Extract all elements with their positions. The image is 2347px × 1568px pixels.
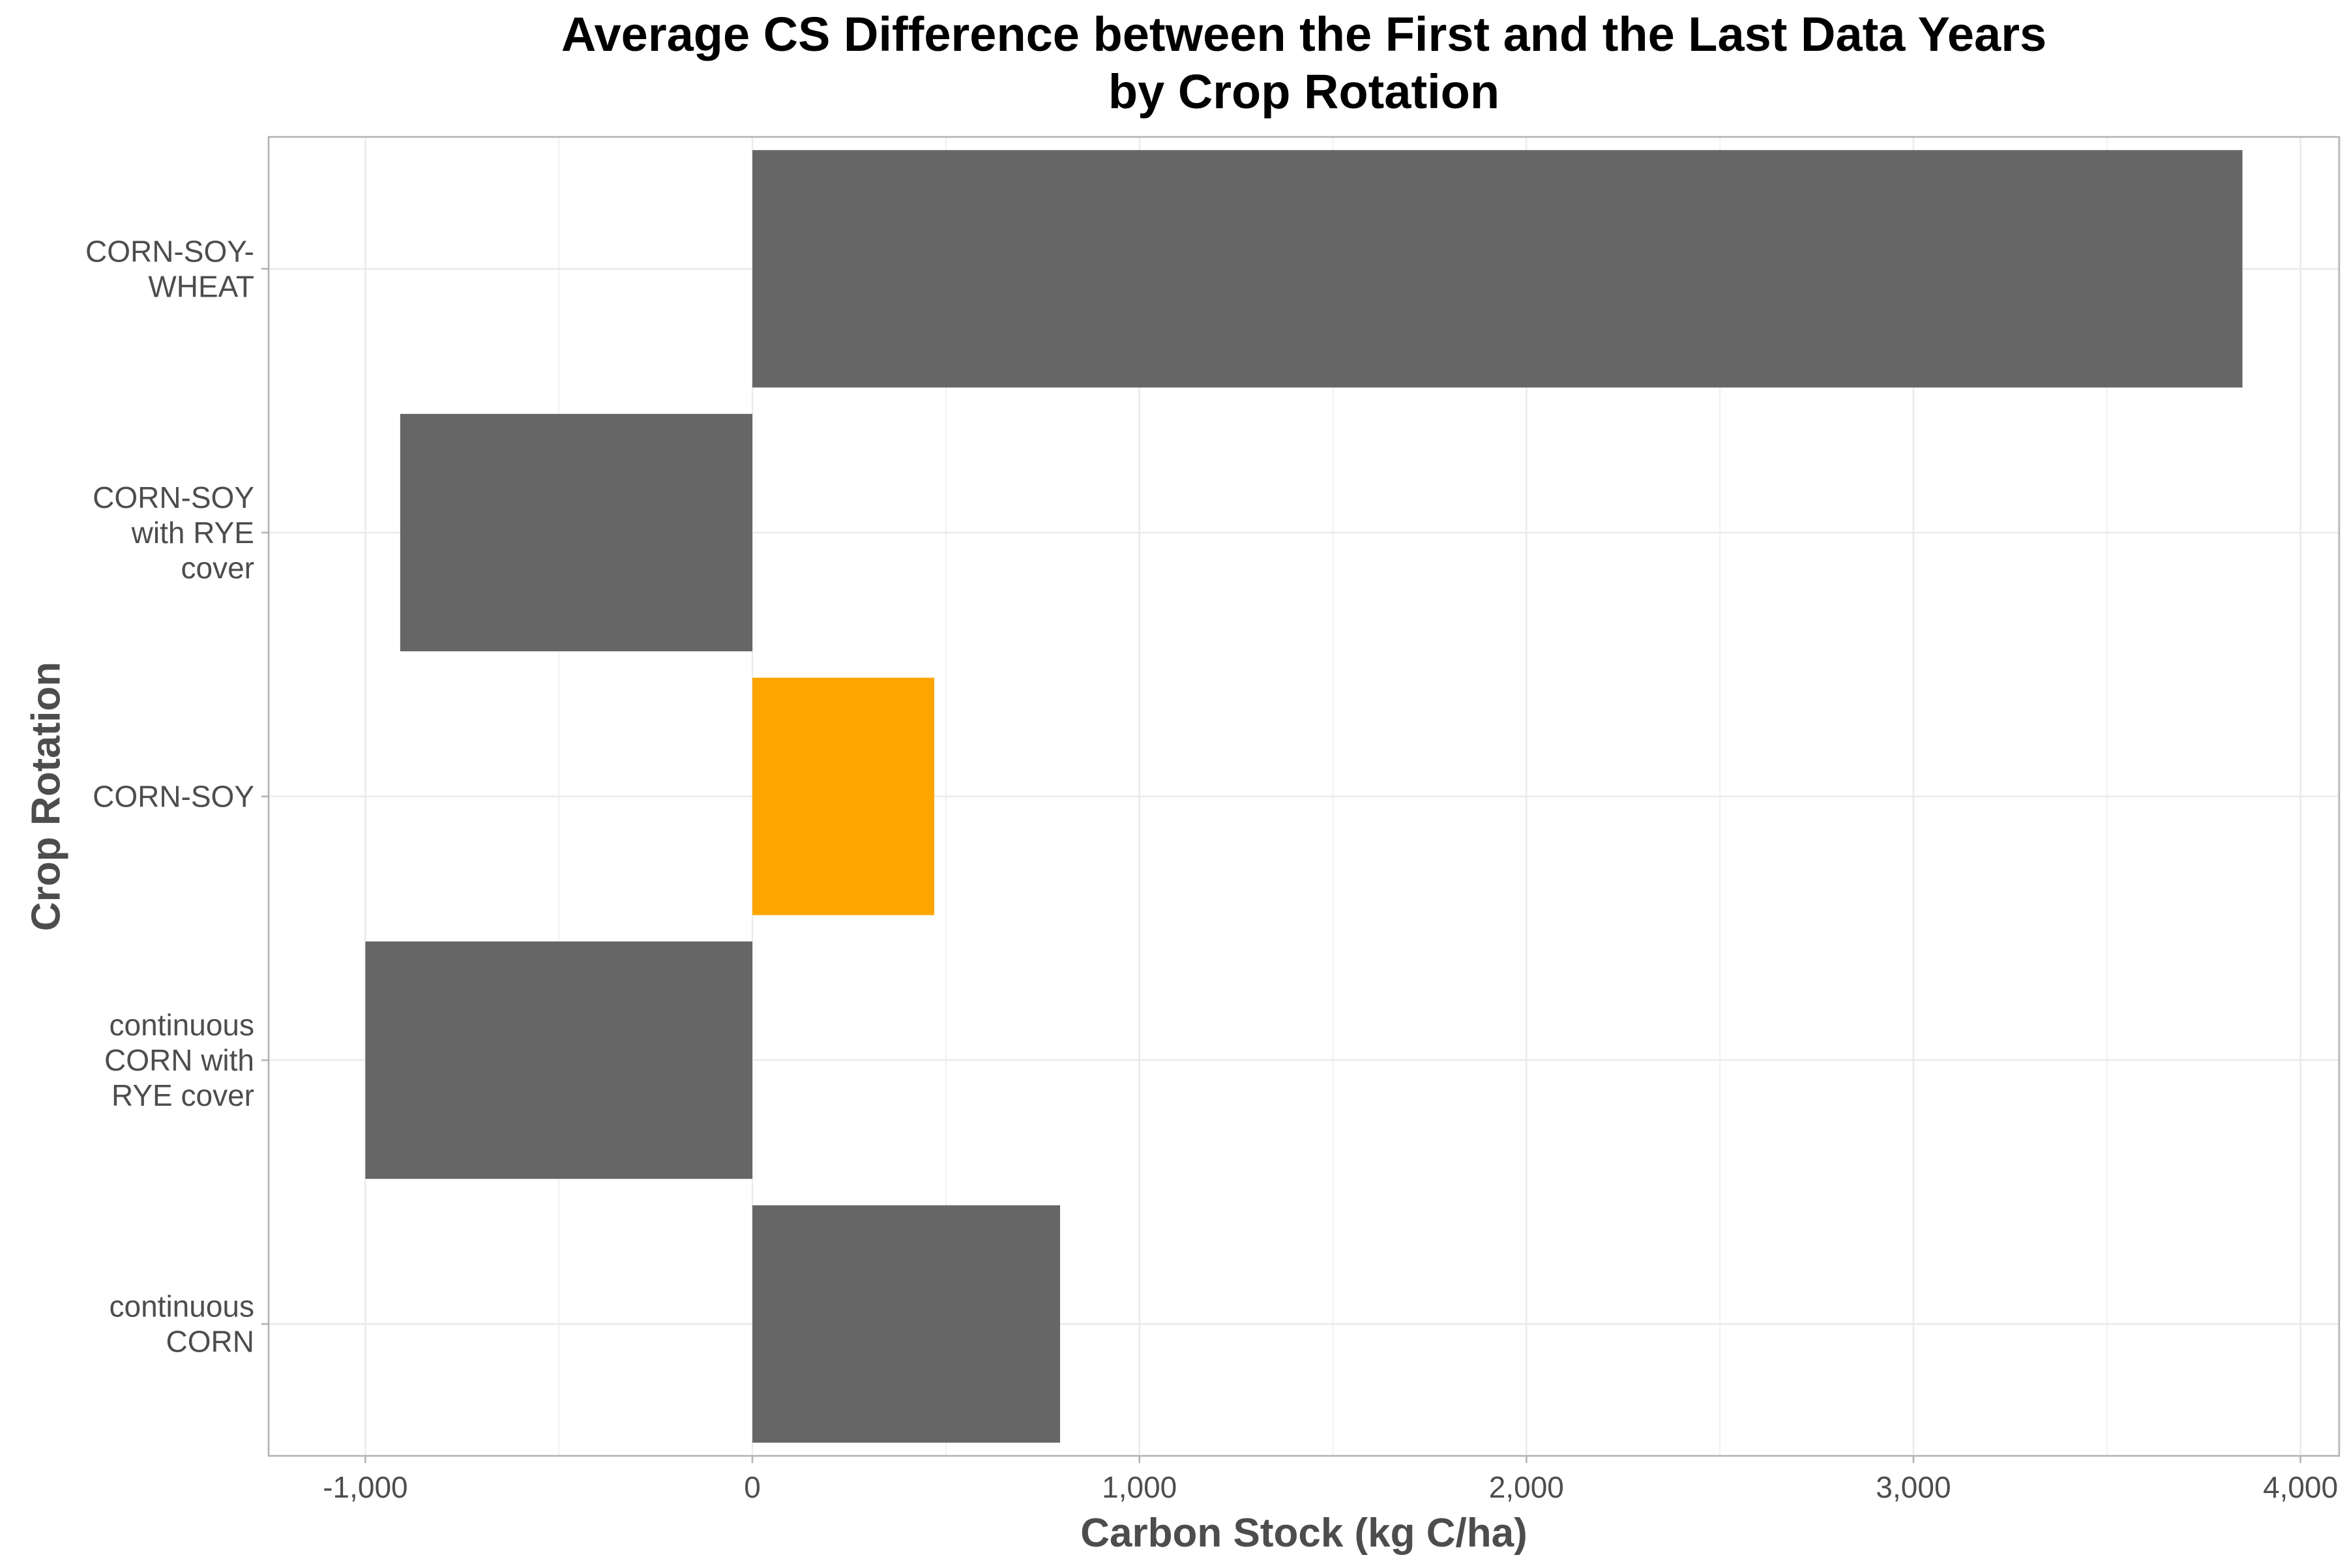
x-tick-label: 3,000 bbox=[1876, 1470, 1951, 1504]
y-tick-label: RYE cover bbox=[111, 1078, 254, 1112]
y-tick-label: continuous bbox=[110, 1290, 255, 1324]
y-axis-title: Crop Rotation bbox=[24, 662, 69, 931]
grid-lines bbox=[269, 137, 2339, 1456]
y-tick-label: with RYE bbox=[131, 516, 254, 550]
y-tick-label: CORN-SOY- bbox=[85, 234, 254, 268]
x-axis-title: Carbon Stock (kg C/ha) bbox=[1080, 1511, 1528, 1556]
y-tick-label: continuous bbox=[110, 1008, 255, 1042]
bar bbox=[752, 1205, 1061, 1443]
bar bbox=[365, 941, 753, 1179]
y-tick-label: CORN bbox=[166, 1325, 254, 1359]
chart-title-line: Average CS Difference between the First … bbox=[561, 7, 2046, 61]
bar bbox=[752, 150, 2243, 388]
x-axis: -1,000 0 1,000 2,000 3,000 4,000 bbox=[323, 1456, 2338, 1504]
x-tick-label: 1,000 bbox=[1102, 1470, 1177, 1504]
x-tick-label: 4,000 bbox=[2263, 1470, 2338, 1504]
y-tick-label: CORN-SOY bbox=[93, 780, 254, 814]
y-tick-label: cover bbox=[181, 551, 254, 585]
bar bbox=[752, 677, 935, 915]
bar bbox=[400, 413, 753, 651]
x-tick-label: -1,000 bbox=[323, 1470, 407, 1504]
x-tick-label: 0 bbox=[744, 1470, 761, 1504]
y-tick-label: CORN with bbox=[104, 1043, 254, 1077]
y-tick-label: WHEAT bbox=[148, 269, 254, 303]
chart-title: Average CS Difference between the First … bbox=[561, 7, 2046, 119]
y-tick-label: CORN-SOY bbox=[93, 481, 254, 514]
bars bbox=[365, 150, 2243, 1443]
x-tick-label: 2,000 bbox=[1489, 1470, 1564, 1504]
chart-title-line: by Crop Rotation bbox=[1108, 65, 1499, 119]
